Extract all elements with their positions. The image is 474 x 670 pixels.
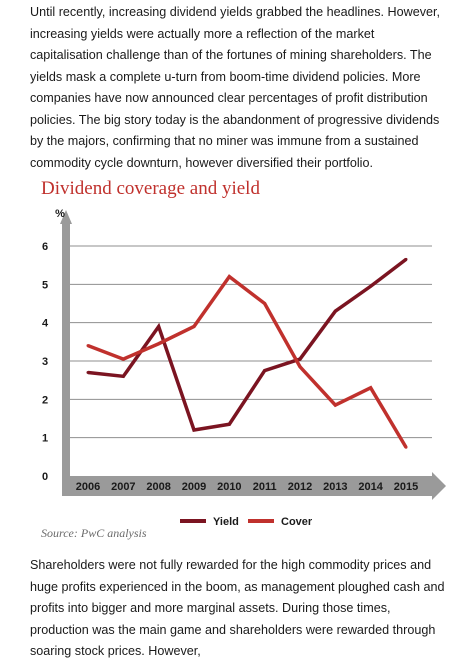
gridlines [66,245,432,439]
axes [60,210,446,500]
cover-data-point [157,342,161,346]
y-axis-bar [62,222,70,476]
y-tick-label: 3 [42,356,48,368]
yield-series-line [87,258,408,432]
x-tick-label: 2008 [146,481,170,493]
x-tick-label: 2007 [111,481,135,493]
yield-data-point [298,357,302,361]
axis-labels: 0 1 2 3 4 5 6% 2006 2007 2008 2009 2010 2011 2012 2013… [42,208,418,493]
yield-data-point [157,325,161,328]
x-tick-label: 2013 [323,481,347,493]
cover-series-line [87,274,408,449]
y-tick-label: 0 [42,471,48,483]
series-lines [86,257,408,449]
cover-data-point [404,445,408,449]
yield-data-point [369,284,373,288]
intro-paragraph: Until recently, increasing dividend yiel… [30,5,440,170]
chart-title: Dividend coverage and yield [41,178,260,199]
cover-data-point [86,344,90,348]
x-axis-bar [62,476,432,496]
yield-data-point [263,369,267,373]
legend: Yield Cover [180,516,313,528]
cover-data-point [369,386,373,390]
yield-data-point [404,257,408,261]
x-tick-label: 2011 [253,481,277,493]
cover-data-point [298,365,302,369]
y-tick-label: 4 [42,318,49,330]
cover-legend-label: Cover [281,516,313,528]
yield-data-point [121,374,125,378]
yield-legend-label: Yield [213,516,239,528]
x-tick-label: 2009 [182,481,206,493]
y-tick-label: 5 [42,279,48,291]
x-tick-label: 2015 [394,481,418,493]
y-tick-label: 2 [42,394,48,406]
cover-data-point [227,275,231,279]
closing-paragraph: Shareholders were not fully rewarded for… [30,558,445,658]
y-tick-label: 1 [42,433,48,445]
x-axis-arrow [432,472,446,500]
cover-data-point [333,403,337,407]
y-axis-arrow [60,210,72,224]
y-tick-label: 6 [42,241,48,253]
y-axis-label: % [55,208,65,220]
x-tick-label: 2006 [76,481,100,493]
x-tick-label: 2012 [288,481,312,493]
cover-data-point [192,325,196,328]
x-tick-label: 2010 [217,481,241,493]
source-note: Source: PwC analysis [41,526,147,540]
yield-data-point [333,309,337,313]
cover-data-point [121,357,125,361]
yield-data-point [227,422,231,426]
cover-data-point [263,302,267,305]
x-tick-label: 2014 [358,481,383,493]
yield-data-point [86,371,90,374]
yield-data-point [192,428,196,432]
